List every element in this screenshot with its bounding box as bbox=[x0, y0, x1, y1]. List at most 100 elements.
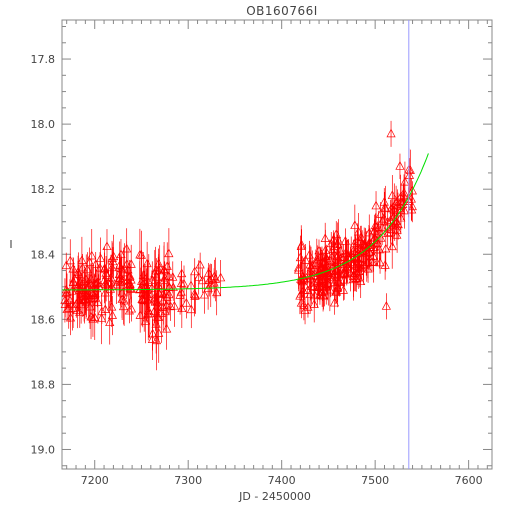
data-point bbox=[78, 262, 88, 272]
data-point bbox=[153, 280, 163, 290]
data-point bbox=[373, 223, 384, 233]
data-point bbox=[353, 226, 364, 236]
plot-frame bbox=[61, 19, 493, 470]
data-point bbox=[142, 285, 152, 295]
data-point bbox=[364, 246, 374, 256]
data-point bbox=[189, 288, 200, 298]
data-point bbox=[123, 264, 133, 274]
data-point bbox=[102, 241, 112, 251]
data-point bbox=[381, 301, 391, 310]
data-point bbox=[333, 239, 343, 248]
data-point bbox=[92, 278, 102, 287]
data-point bbox=[370, 225, 380, 235]
data-point bbox=[91, 259, 101, 268]
data-point bbox=[329, 277, 339, 287]
data-point bbox=[305, 259, 315, 269]
data-point bbox=[143, 305, 154, 315]
data-point bbox=[149, 294, 160, 304]
data-point bbox=[379, 196, 389, 206]
data-point bbox=[318, 290, 328, 300]
data-point bbox=[154, 328, 164, 337]
data-point bbox=[350, 220, 360, 229]
data-point bbox=[315, 264, 326, 273]
data-point bbox=[109, 251, 119, 261]
data-point bbox=[72, 305, 82, 314]
data-point bbox=[356, 276, 366, 286]
data-point bbox=[197, 275, 208, 285]
data-point bbox=[407, 201, 417, 211]
data-point bbox=[118, 301, 129, 311]
data-point bbox=[396, 196, 406, 206]
data-point bbox=[150, 265, 161, 275]
y-tick-label: 18.8 bbox=[31, 378, 56, 391]
data-point bbox=[350, 238, 360, 248]
data-point bbox=[168, 272, 178, 281]
data-point bbox=[204, 267, 214, 277]
x-tick-label: 7600 bbox=[455, 474, 483, 487]
data-point bbox=[142, 258, 152, 268]
data-point bbox=[62, 287, 72, 296]
data-point bbox=[209, 277, 219, 287]
data-point bbox=[105, 284, 116, 293]
data-point bbox=[329, 241, 339, 250]
data-point bbox=[105, 317, 115, 327]
model-curve bbox=[62, 153, 429, 291]
data-point bbox=[179, 278, 189, 288]
x-tick-label: 7500 bbox=[361, 474, 389, 487]
data-point bbox=[168, 282, 178, 291]
data-point bbox=[67, 285, 77, 295]
data-point bbox=[383, 216, 393, 226]
data-point bbox=[135, 249, 145, 259]
data-point bbox=[333, 282, 343, 291]
data-point bbox=[96, 313, 107, 322]
data-point bbox=[329, 297, 340, 307]
data-point bbox=[311, 257, 321, 267]
data-point bbox=[345, 263, 356, 273]
data-point bbox=[61, 284, 71, 294]
data-point bbox=[354, 258, 364, 267]
x-axis: 7200 7300 7400 7500 7600 bbox=[66, 20, 488, 487]
data-point bbox=[137, 294, 147, 304]
data-point bbox=[125, 272, 135, 281]
data-point bbox=[386, 203, 396, 213]
y-tick-label: 18.2 bbox=[31, 183, 56, 196]
data-point bbox=[400, 176, 410, 186]
data-point bbox=[371, 244, 381, 254]
data-point bbox=[85, 257, 95, 266]
data-point bbox=[90, 312, 100, 322]
data-point bbox=[392, 220, 402, 230]
y-tick-label: 19.0 bbox=[31, 443, 56, 456]
data-point bbox=[175, 290, 185, 299]
y-axis: 17.8 18.0 18.2 18.4 18.6 18.8 19.0 bbox=[31, 26, 492, 467]
data-point bbox=[303, 285, 313, 294]
data-point bbox=[194, 272, 204, 281]
y-axis-label: I bbox=[9, 238, 12, 251]
data-point bbox=[362, 257, 372, 267]
data-point bbox=[404, 170, 415, 179]
data-point bbox=[381, 203, 391, 212]
data-point bbox=[361, 248, 371, 257]
data-point bbox=[361, 240, 371, 249]
data-point bbox=[93, 297, 103, 306]
data-points bbox=[60, 120, 417, 371]
data-point bbox=[387, 241, 397, 251]
data-point bbox=[216, 272, 226, 282]
data-point bbox=[368, 251, 379, 260]
data-point bbox=[159, 265, 169, 275]
data-point bbox=[73, 266, 83, 276]
data-point bbox=[317, 274, 327, 283]
data-point bbox=[115, 273, 125, 282]
data-point bbox=[77, 287, 88, 297]
x-tick-label: 7300 bbox=[174, 474, 202, 487]
chart-title: OB160766I bbox=[246, 4, 318, 18]
y-tick-label: 18.4 bbox=[31, 248, 56, 261]
data-point bbox=[332, 251, 342, 260]
data-point bbox=[81, 274, 91, 284]
data-point bbox=[75, 307, 85, 317]
data-point bbox=[140, 316, 151, 325]
data-point bbox=[333, 269, 344, 279]
data-point bbox=[210, 274, 221, 283]
data-point bbox=[355, 243, 365, 253]
x-axis-label: JD - 2450000 bbox=[238, 490, 311, 503]
